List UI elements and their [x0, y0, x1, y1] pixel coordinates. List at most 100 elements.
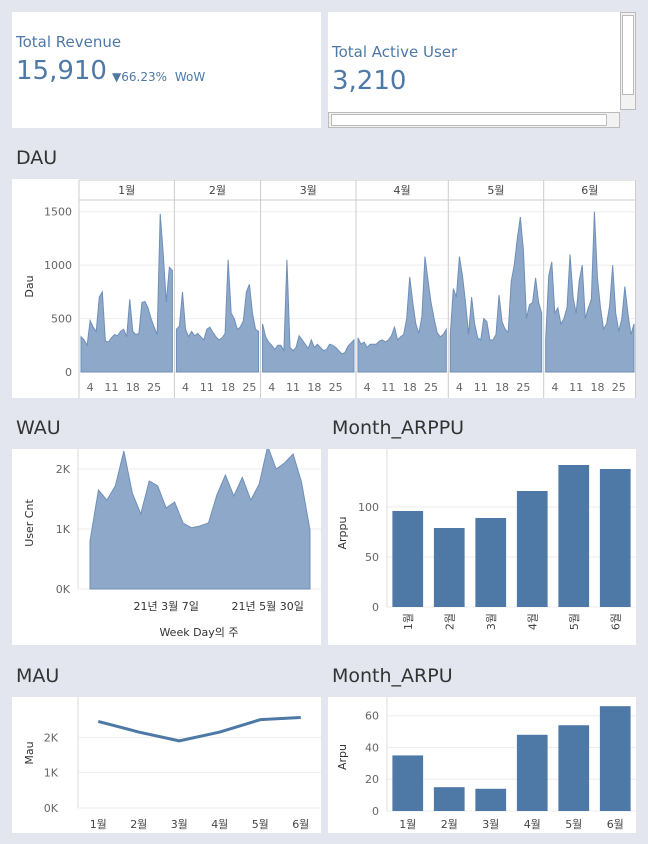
mau-chart: 0K 1K 2K 1월 2월 3월 4월 5월 6월 Mau: [23, 697, 321, 831]
month-arpu-title: Month_ARPU: [332, 665, 453, 687]
dau-x-tick-label: 18: [495, 381, 509, 394]
vertical-scrollbar-thumb[interactable]: [622, 15, 634, 95]
month_arpu-x-tick-label: 1월: [399, 818, 416, 831]
month_arppu-y-tick-label: 100: [358, 501, 379, 514]
month_arpu-bar: [599, 706, 631, 811]
month_arpu-x-tick-label: 4월: [524, 818, 541, 831]
month_arppu-bar: [599, 469, 631, 607]
month_arppu-bar: [433, 528, 465, 607]
mau-x-tick-label: 1월: [90, 818, 107, 831]
month_arppu-bar: [392, 511, 424, 607]
dau-x-tick-label: 18: [126, 381, 140, 394]
dau-area-3: [357, 256, 447, 373]
wau-chart: 0K 1K 2K 21년 3월 7일 21년 5월 30일 Week Day의 주 User…: [23, 444, 321, 639]
mau-y-tick-label: 1K: [44, 767, 59, 780]
month_arppu-y-tick-label: 50: [365, 551, 379, 564]
wau-y-axis-title: User Cnt: [23, 499, 36, 547]
revenue-delta-value: ▼66.23%: [112, 70, 167, 84]
dau-x-tick-label: 4: [364, 381, 371, 394]
mau-x-tick-label: 5월: [252, 818, 269, 831]
month_arpu-bar: [475, 788, 507, 811]
revenue-card: Total Revenue 15,910 ▼66.23% WoW: [12, 12, 321, 128]
month_arpu-x-tick-label: 5월: [565, 818, 582, 831]
wau-y-tick-label: 1K: [56, 523, 71, 536]
month_arppu-bar: [558, 465, 590, 607]
wau-x-axis-title: Week Day의 주: [159, 626, 238, 639]
mau-y-tick-label: 0K: [44, 802, 59, 815]
month_arppu-bar: [475, 518, 507, 607]
dau-y-tick-label: 0: [65, 366, 72, 379]
dau-x-tick-label: 11: [286, 381, 300, 394]
dau-x-tick-label: 11: [569, 381, 583, 394]
dau-chart: 0 500 1000 1500 Dau 1월 4 11 18 25 2월 4 11 18 25 3월 4 11 18…: [23, 179, 636, 398]
dau-x-tick-label: 25: [147, 381, 161, 394]
active-user-title: Total Active User: [332, 43, 458, 61]
month_arppu-bar: [516, 491, 548, 607]
month_arpu-bar: [558, 725, 590, 811]
month-arppu-card: 0 50 100 1월 2월 3월 4월 5월 6월 Arppu: [328, 449, 636, 645]
dau-x-tick-label: 25: [424, 381, 438, 394]
revenue-delta-label: WoW: [174, 70, 206, 84]
dau-panel-label: 5월: [487, 184, 504, 197]
revenue-value: 15,910: [16, 56, 107, 86]
wau-y-tick-label: 0K: [56, 583, 71, 596]
month_arpu-y-tick-label: 60: [365, 710, 379, 723]
dau-x-tick-label: 4: [87, 381, 94, 394]
dau-panel-label: 4월: [394, 184, 411, 197]
month_arpu-y-axis-title: Arpu: [336, 744, 349, 770]
month_arppu-x-tick-label: 3월: [485, 613, 498, 630]
dau-area-4: [449, 216, 543, 373]
mau-y-tick-label: 2K: [44, 731, 59, 744]
dau-panel-label: 6월: [581, 184, 598, 197]
dau-x-tick-label: 25: [329, 381, 343, 394]
wau-area: [89, 444, 311, 590]
month-arpu-card: 0 20 40 60 1월 2월 3월 4월 5월 6월 Arpu: [328, 693, 636, 833]
revenue-delta: ▼66.23% WoW: [112, 70, 205, 84]
dau-panel-label: 1월: [118, 184, 135, 197]
mau-x-tick-label: 6월: [292, 818, 309, 831]
dau-y-tick-label: 500: [51, 313, 72, 326]
dau-y-tick-label: 1000: [44, 259, 72, 272]
dau-area-2: [262, 259, 355, 373]
active-user-card: Total Active User 3,210: [328, 12, 620, 112]
dau-x-tick-label: 18: [590, 381, 604, 394]
dau-panel-label: 2월: [209, 184, 226, 197]
wau-x-tick-label: 21년 5월 30일: [232, 599, 304, 613]
month_arpu-x-tick-label: 3월: [482, 818, 499, 831]
horizontal-scrollbar-thumb[interactable]: [331, 114, 607, 126]
dau-x-tick-label: 11: [200, 381, 214, 394]
month_arpu-bar: [392, 755, 424, 811]
dau-x-tick-label: 4: [268, 381, 275, 394]
dau-x-tick-label: 11: [381, 381, 395, 394]
month_arpu-y-tick-label: 40: [365, 741, 379, 754]
month_arpu-y-tick-label: 20: [365, 773, 379, 786]
mau-line: [97, 716, 301, 743]
month_arppu-x-tick-label: 6월: [609, 613, 622, 630]
vertical-scrollbar[interactable]: [620, 12, 636, 110]
mau-x-tick-label: 3월: [171, 818, 188, 831]
month-arppu-title: Month_ARPPU: [332, 417, 465, 439]
dau-area-5: [545, 211, 635, 373]
wau-card: 0K 1K 2K 21년 3월 7일 21년 5월 30일 Week Day의 주 User…: [12, 444, 321, 645]
mau-card: 0K 1K 2K 1월 2월 3월 4월 5월 6월 Mau: [12, 697, 321, 833]
active-user-value: 3,210: [332, 66, 407, 96]
month_arppu-x-tick-label: 2월: [443, 613, 456, 630]
mau-x-tick-label: 4월: [211, 818, 228, 831]
dau-panel-label: 3월: [300, 184, 317, 197]
dau-x-tick-label: 11: [104, 381, 118, 394]
month_arpu-bar: [433, 787, 465, 811]
dau-card: 0 500 1000 1500 Dau 1월 4 11 18 25 2월 4 11 18 25 3월 4 11 18…: [12, 179, 636, 398]
wau-x-tick-label: 21년 3월 7일: [133, 599, 198, 613]
dau-area-1: [175, 259, 260, 373]
dau-x-tick-label: 18: [307, 381, 321, 394]
month_arpu-x-tick-label: 6월: [607, 818, 624, 831]
horizontal-scrollbar[interactable]: [328, 112, 620, 128]
dau-x-tick-label: 18: [221, 381, 235, 394]
mau-y-axis-title: Mau: [23, 741, 36, 764]
dau-y-axis-title: Dau: [23, 275, 36, 297]
wau-y-tick-label: 2K: [56, 463, 71, 476]
mau-x-tick-label: 2월: [130, 818, 147, 831]
month_arppu-x-tick-label: 5월: [568, 613, 581, 630]
dau-x-tick-label: 25: [516, 381, 530, 394]
month_arppu-y-axis-title: Arppu: [336, 517, 349, 550]
